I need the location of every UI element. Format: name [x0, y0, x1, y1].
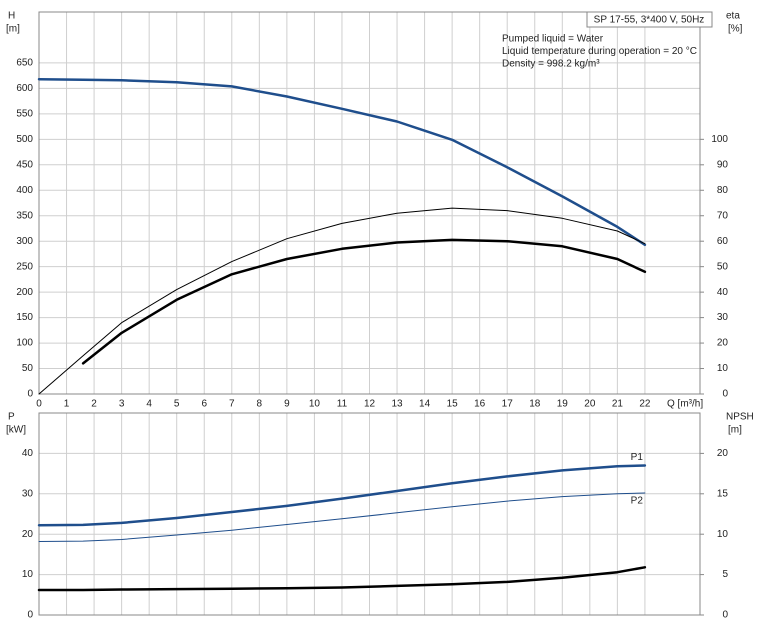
y2-tick-label: 15: [717, 488, 729, 499]
x-tick-label: 10: [309, 399, 321, 410]
plot-border: [38, 412, 701, 616]
y-tick-label: 450: [16, 159, 33, 170]
y-tick-label: 550: [16, 109, 33, 120]
x-tick-label: 17: [502, 399, 514, 410]
annotation: Liquid temperature during operation = 20…: [502, 46, 697, 57]
y-tick-label: 350: [16, 210, 33, 221]
x-tick-label: 15: [447, 399, 459, 410]
y-axis-unit: [m]: [6, 24, 20, 35]
y2-axis-label: eta: [726, 11, 740, 22]
y-tick-label: 650: [16, 58, 33, 69]
y-tick-label: 50: [22, 363, 34, 374]
chart-title: SP 17-55, 3*400 V, 50Hz: [594, 15, 705, 26]
x-tick-label: 13: [391, 399, 403, 410]
x-tick-label: 7: [229, 399, 235, 410]
y-tick-label: 40: [22, 448, 34, 459]
y-axis-label: P: [8, 412, 15, 423]
series-label: P1: [631, 452, 644, 463]
title-box: [586, 11, 713, 28]
x-tick-label: 5: [174, 399, 180, 410]
y-tick-label: 0: [27, 389, 33, 400]
y2-tick-label: 0: [722, 610, 728, 621]
y-tick-label: 250: [16, 261, 33, 272]
x-tick-label: 21: [612, 399, 624, 410]
x-tick-label: 18: [529, 399, 541, 410]
y2-tick-label: 30: [717, 312, 729, 323]
y2-axis-unit: [%]: [728, 24, 743, 35]
x-axis-label: Q [m³/h]: [667, 399, 703, 410]
x-tick-label: 3: [119, 399, 125, 410]
y2-tick-label: 10: [717, 529, 729, 540]
x-tick-label: 11: [337, 399, 348, 410]
y-tick-label: 600: [16, 83, 33, 94]
y-axis-label: H: [8, 11, 15, 22]
curve: [81, 238, 647, 365]
y2-tick-label: 0: [722, 389, 728, 400]
annotation: Pumped liquid = Water: [502, 34, 604, 45]
x-tick-label: 8: [257, 399, 263, 410]
y2-tick-label: 60: [717, 236, 729, 247]
x-tick-label: 22: [639, 399, 651, 410]
y-tick-label: 0: [27, 610, 33, 621]
y-tick-label: 300: [16, 236, 33, 247]
x-tick-label: 9: [284, 399, 290, 410]
x-tick-label: 19: [557, 399, 569, 410]
y2-tick-label: 100: [711, 134, 728, 145]
y-tick-label: 30: [22, 488, 34, 499]
y-tick-label: 150: [16, 312, 33, 323]
y2-tick-label: 20: [717, 448, 729, 459]
x-tick-label: 1: [64, 399, 70, 410]
x-tick-label: 12: [364, 399, 376, 410]
y2-tick-label: 5: [722, 569, 728, 580]
y2-tick-label: 70: [717, 210, 729, 221]
curve: [38, 492, 646, 542]
y2-tick-label: 40: [717, 287, 729, 298]
y2-tick-label: 20: [717, 338, 729, 349]
plot-border: [38, 11, 701, 395]
y-tick-label: 400: [16, 185, 33, 196]
y2-tick-label: 90: [717, 159, 729, 170]
x-tick-label: 0: [36, 399, 42, 410]
y2-tick-label: 50: [717, 261, 729, 272]
y-tick-label: 10: [22, 569, 34, 580]
x-tick-label: 16: [474, 399, 486, 410]
annotation: Density = 998.2 kg/m³: [502, 59, 600, 70]
x-tick-label: 14: [419, 399, 431, 410]
series-label: P2: [631, 496, 644, 507]
x-tick-label: 6: [201, 399, 207, 410]
x-tick-label: 20: [584, 399, 596, 410]
curve: [37, 464, 647, 527]
y2-axis-label: NPSH: [726, 412, 754, 423]
y-axis-unit: [kW]: [6, 425, 26, 436]
y-tick-label: 200: [16, 287, 33, 298]
y2-tick-label: 10: [717, 363, 729, 374]
y2-tick-label: 80: [717, 185, 729, 196]
curve: [37, 77, 647, 247]
y2-axis-unit: [m]: [728, 425, 742, 436]
x-tick-label: 4: [146, 399, 152, 410]
y-tick-label: 20: [22, 529, 34, 540]
x-tick-label: 2: [91, 399, 97, 410]
curve: [37, 566, 647, 592]
y-tick-label: 500: [16, 134, 33, 145]
curve: [38, 207, 646, 395]
y-tick-label: 100: [16, 338, 33, 349]
